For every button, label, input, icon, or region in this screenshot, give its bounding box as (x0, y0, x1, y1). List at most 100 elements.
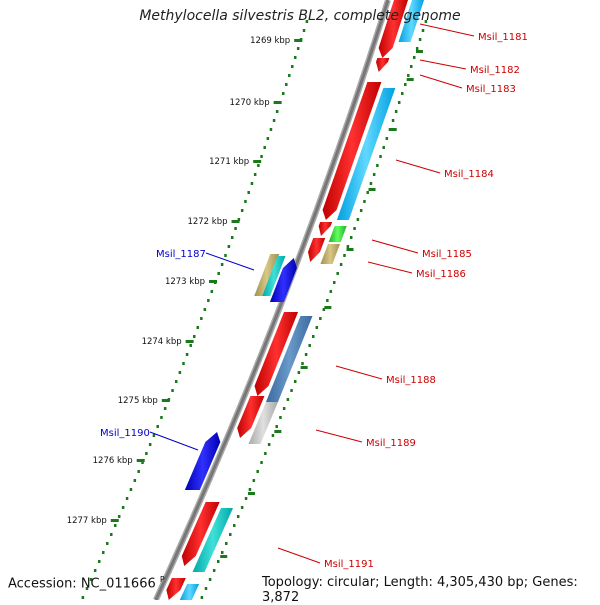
right-tick (406, 78, 414, 81)
topology-text: Topology: circular; Length: 4,305,430 bp… (262, 575, 578, 605)
left-guide-dot (253, 173, 257, 176)
left-guide-dot (263, 146, 266, 149)
right-guide-dot (421, 29, 425, 32)
left-guide-dot (125, 497, 129, 500)
right-guide-dot (412, 56, 416, 59)
right-guide-dot (208, 578, 212, 581)
right-guide-dot (267, 443, 271, 446)
right-guide-dot (349, 236, 353, 239)
right-guide-dot (410, 65, 413, 68)
left-guide-dot (247, 191, 250, 194)
left-guide-dot (160, 416, 163, 419)
left-guide-dot (240, 209, 244, 212)
left-guide-dot (89, 578, 93, 581)
left-guide-dot (285, 83, 288, 86)
right-guide-dot (225, 542, 228, 545)
left-guide-dot (272, 119, 276, 122)
left-guide-dot (145, 452, 148, 455)
kbp-tick (185, 340, 194, 343)
right-guide-dot (336, 272, 339, 275)
right-guide-dot (366, 191, 369, 194)
right-tick (368, 188, 376, 191)
feature-layer (153, 0, 424, 602)
kbp-tick-label: 1270 kbp (230, 98, 270, 108)
left-guide-dot (230, 236, 234, 239)
right-guide-dot (379, 155, 382, 158)
accession-suffix: P (159, 575, 165, 584)
left-guide-dot (275, 110, 279, 113)
right-guide-dot (346, 245, 350, 248)
kbp-tick-label: 1272 kbp (187, 217, 227, 227)
gene-1188-arrow (254, 312, 299, 396)
gene-1185-arrow (318, 222, 333, 236)
gene-1191-arrow (181, 502, 220, 566)
right-guide-dot (236, 515, 240, 518)
right-guide-dot (216, 560, 220, 563)
right-guide-dot (391, 119, 395, 122)
gene-label: Msil_1187 (156, 249, 206, 260)
right-guide-dot (212, 569, 216, 572)
gene-leader-line (205, 252, 255, 271)
left-guide-dot (113, 524, 117, 527)
kbp-tick (273, 101, 282, 104)
left-guide-dot (182, 362, 185, 365)
gene-1181-arrow (378, 0, 408, 58)
left-guide-dot (129, 488, 133, 491)
gene-1190-arrow (184, 432, 221, 490)
left-guide-dot (200, 317, 203, 320)
left-guide-dot (266, 137, 270, 140)
left-guide-dot (193, 335, 196, 338)
right-guide-dot (232, 524, 236, 527)
gene-leader-line (419, 59, 467, 70)
gene-1186-arrow (307, 238, 326, 262)
right-tick (300, 366, 308, 369)
left-guide-dot (224, 254, 227, 257)
left-guide-dot (196, 326, 200, 329)
kbp-tick-label: 1276 kbp (93, 456, 133, 466)
right-guide-dot (301, 362, 304, 365)
map-title: Methylocella silvestris BL2, complete ge… (139, 8, 461, 24)
left-guide-dot (217, 272, 220, 275)
tick-layer (81, 20, 428, 599)
gene-leader-line (315, 429, 363, 443)
left-guide-dot (250, 182, 254, 185)
right-guide-dot (385, 137, 389, 140)
gene-label: Msil_1189 (366, 438, 416, 449)
left-guide-dot (257, 164, 260, 167)
right-guide-dot (329, 290, 333, 293)
gene-label: Msil_1183 (466, 84, 516, 95)
gene-1189-bar (248, 402, 278, 444)
right-guide-dot (279, 416, 282, 419)
gene-leader-line (149, 431, 199, 451)
left-guide-dot (178, 371, 182, 374)
right-guide-dot (394, 110, 398, 113)
right-guide-dot (363, 200, 366, 203)
right-tick (220, 555, 228, 558)
left-guide-dot (148, 443, 152, 446)
left-guide-dot (203, 308, 207, 311)
gene-next-arrow (166, 578, 186, 600)
accession-text: Accession: NC_011666 P (8, 575, 165, 591)
right-guide-dot (382, 146, 385, 149)
left-guide-dot (234, 227, 237, 230)
gene-label: Msil_1191 (324, 559, 374, 570)
gene-leader-line (277, 547, 321, 564)
left-guide-dot (269, 128, 273, 131)
left-guide-dot (137, 470, 140, 473)
left-guide-dot (296, 47, 300, 50)
kbp-tick (294, 39, 303, 42)
right-guide-dot (264, 452, 267, 455)
kbp-tick-label: 1273 kbp (165, 277, 205, 287)
gene-1191-bar (192, 508, 234, 572)
right-guide-dot (343, 254, 346, 257)
left-guide-dot (93, 569, 97, 572)
right-guide-dot (275, 425, 278, 428)
gene-leader-line (419, 23, 475, 37)
kbp-tick (136, 459, 145, 462)
left-guide-dot (152, 434, 156, 437)
right-guide-dot (356, 218, 360, 221)
right-guide-dot (286, 398, 290, 401)
kbp-tick (161, 399, 170, 402)
left-guide-dot (244, 200, 247, 203)
